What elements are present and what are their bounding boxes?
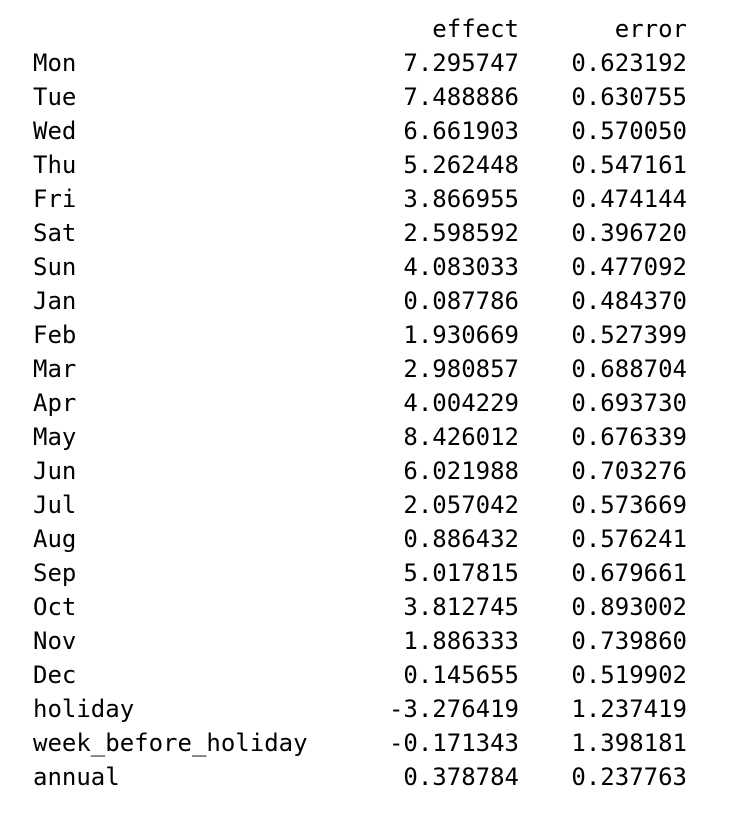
error-value: 0.527399 [571, 321, 687, 349]
error-value: 0.693730 [571, 389, 687, 417]
header-row: effect error [33, 12, 687, 46]
table-row: holiday -3.276419 1.237419 [33, 692, 687, 726]
row-label: holiday [33, 695, 135, 723]
error-value: 0.679661 [571, 559, 687, 587]
row-label: annual [33, 763, 120, 791]
error-value: 0.576241 [571, 525, 687, 553]
table-row: Thu 5.262448 0.547161 [33, 148, 687, 182]
table-body: Mon 7.295747 0.623192 Tue 7.488886 0.630755 We… [33, 46, 687, 794]
row-label: May [33, 423, 77, 451]
index-header [33, 12, 351, 46]
error-value: 0.547161 [571, 151, 687, 179]
error-value: 0.519902 [571, 661, 687, 689]
error-value: 1.398181 [571, 729, 687, 757]
effect-value: 4.083033 [403, 253, 519, 281]
error-value: 0.396720 [571, 219, 687, 247]
row-label: Oct [33, 593, 77, 621]
effect-value: 6.021988 [403, 457, 519, 485]
row-label: Tue [33, 83, 77, 111]
effect-value: 6.661903 [403, 117, 519, 145]
error-value: 0.688704 [571, 355, 687, 383]
table-row: Feb 1.930669 0.527399 [33, 318, 687, 352]
column-header-effect: effect [432, 15, 519, 43]
effect-value: 0.087786 [403, 287, 519, 315]
effect-value: 3.866955 [403, 185, 519, 213]
effect-value: 7.488886 [403, 83, 519, 111]
row-label: Sep [33, 559, 77, 587]
effect-value: 1.886333 [403, 627, 519, 655]
table-row: Fri 3.866955 0.474144 [33, 182, 687, 216]
table-row: Mar 2.980857 0.688704 [33, 352, 687, 386]
row-label: Jul [33, 491, 77, 519]
table-row: Jun 6.021988 0.703276 [33, 454, 687, 488]
effect-value: -0.171343 [388, 729, 519, 757]
row-label: week_before_holiday [33, 729, 308, 757]
effect-value: 0.886432 [403, 525, 519, 553]
error-value: 0.630755 [571, 83, 687, 111]
effect-value: 8.426012 [403, 423, 519, 451]
effect-value: 2.057042 [403, 491, 519, 519]
error-value: 0.739860 [571, 627, 687, 655]
error-value: 0.676339 [571, 423, 687, 451]
table-header: effect error [33, 12, 687, 46]
effect-value: 5.262448 [403, 151, 519, 179]
row-label: Nov [33, 627, 77, 655]
table-row: Tue 7.488886 0.630755 [33, 80, 687, 114]
row-label: Dec [33, 661, 77, 689]
effect-value: 2.598592 [403, 219, 519, 247]
error-value: 0.703276 [571, 457, 687, 485]
error-value: 0.474144 [571, 185, 687, 213]
effect-value: 1.930669 [403, 321, 519, 349]
table-row: Jul 2.057042 0.573669 [33, 488, 687, 522]
error-value: 1.237419 [571, 695, 687, 723]
row-label: Sun [33, 253, 77, 281]
dataframe-output: effect error Mon 7.295747 0.623192 Tue 7.488… [33, 12, 733, 794]
table-row: Sat 2.598592 0.396720 [33, 216, 687, 250]
effect-value: 4.004229 [403, 389, 519, 417]
table-row: Apr 4.004229 0.693730 [33, 386, 687, 420]
effect-value: 0.378784 [403, 763, 519, 791]
error-value: 0.573669 [571, 491, 687, 519]
row-label: Wed [33, 117, 77, 145]
column-header-error: error [614, 15, 687, 43]
table-row: May 8.426012 0.676339 [33, 420, 687, 454]
table-row: Sep 5.017815 0.679661 [33, 556, 687, 590]
effect-value: 7.295747 [403, 49, 519, 77]
table-row: Mon 7.295747 0.623192 [33, 46, 687, 80]
row-label: Fri [33, 185, 77, 213]
row-label: Jun [33, 457, 77, 485]
error-value: 0.570050 [571, 117, 687, 145]
row-label: Aug [33, 525, 77, 553]
table-row: Nov 1.886333 0.739860 [33, 624, 687, 658]
effects-table: effect error Mon 7.295747 0.623192 Tue 7.488… [33, 12, 687, 794]
table-row: Wed 6.661903 0.570050 [33, 114, 687, 148]
effect-value: 2.980857 [403, 355, 519, 383]
row-label: Sat [33, 219, 77, 247]
table-row: week_before_holiday -0.171343 1.398181 [33, 726, 687, 760]
effect-value: -3.276419 [388, 695, 519, 723]
error-value: 0.623192 [571, 49, 687, 77]
error-value: 0.477092 [571, 253, 687, 281]
row-label: Jan [33, 287, 77, 315]
effect-value: 3.812745 [403, 593, 519, 621]
table-row: Dec 0.145655 0.519902 [33, 658, 687, 692]
error-value: 0.893002 [571, 593, 687, 621]
table-row: Oct 3.812745 0.893002 [33, 590, 687, 624]
row-label: Feb [33, 321, 77, 349]
error-value: 0.237763 [571, 763, 687, 791]
row-label: Mar [33, 355, 77, 383]
table-row: Jan 0.087786 0.484370 [33, 284, 687, 318]
table-row: Aug 0.886432 0.576241 [33, 522, 687, 556]
table-row: annual 0.378784 0.237763 [33, 760, 687, 794]
row-label: Mon [33, 49, 77, 77]
row-label: Apr [33, 389, 77, 417]
table-row: Sun 4.083033 0.477092 [33, 250, 687, 284]
effect-value: 0.145655 [403, 661, 519, 689]
row-label: Thu [33, 151, 77, 179]
error-value: 0.484370 [571, 287, 687, 315]
effect-value: 5.017815 [403, 559, 519, 587]
